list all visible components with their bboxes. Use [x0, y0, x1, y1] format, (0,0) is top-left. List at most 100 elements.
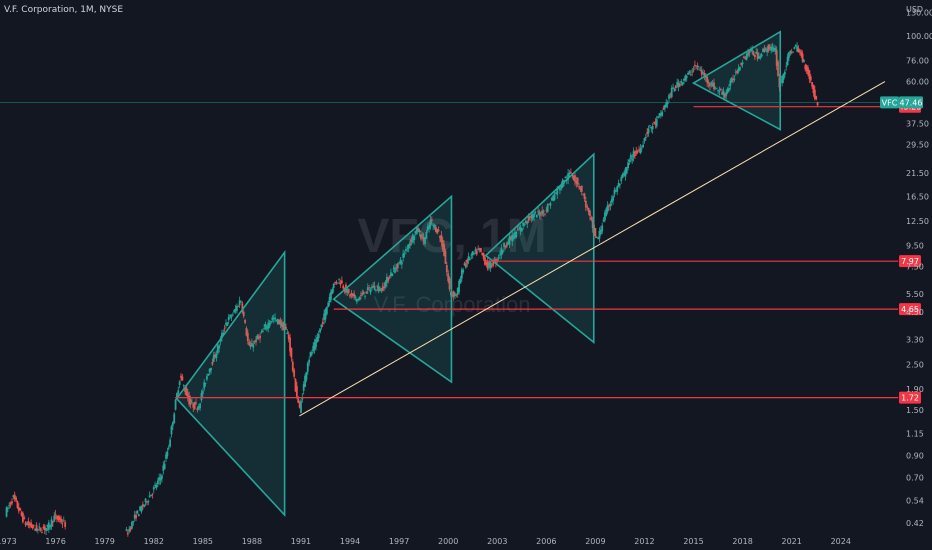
triangle-pattern-1[interactable] [175, 249, 286, 518]
level-tag-1 [899, 391, 921, 404]
candle-body [463, 263, 466, 266]
trend-line[interactable] [299, 81, 886, 417]
candle-body [732, 78, 734, 81]
candle-body [762, 48, 764, 53]
candle-body [614, 190, 617, 192]
candle-body [608, 206, 610, 207]
y-tick-label: 21.50 [906, 169, 929, 178]
candle-body [137, 514, 140, 517]
x-tick-label: 1994 [340, 537, 360, 546]
candle-body [499, 254, 501, 256]
candle-body [440, 235, 443, 243]
candle-body [388, 277, 391, 279]
candle-body [31, 525, 34, 529]
candle-body [375, 289, 377, 291]
candle-body [640, 147, 643, 149]
x-tick-label: 2015 [683, 537, 703, 546]
candle-body [294, 378, 297, 392]
candle-body [381, 286, 384, 291]
candle-body [522, 222, 525, 226]
candle-body [413, 236, 416, 241]
candle-body [169, 439, 172, 447]
triangle-pattern-2[interactable] [332, 194, 453, 384]
candle-body [612, 196, 615, 201]
candle-body [290, 348, 293, 358]
candle-body [61, 523, 64, 525]
candle-body [143, 504, 146, 507]
candle-body [546, 204, 549, 212]
candle-body [708, 83, 711, 87]
candle-body [152, 487, 155, 490]
candle-body [161, 475, 163, 479]
candle-body [594, 227, 597, 237]
candle-body [437, 230, 440, 232]
candle-body [339, 282, 342, 285]
candle-body [699, 69, 702, 71]
candle-body [777, 61, 779, 76]
candle-body [485, 262, 488, 265]
candle-body [196, 408, 199, 411]
candle-body [391, 273, 394, 276]
candle-body [801, 53, 804, 62]
level-tag-2 [899, 303, 921, 316]
y-tick-label: 0.90 [906, 451, 924, 460]
candle-body [225, 322, 227, 325]
candle-body [193, 402, 196, 409]
candle-body [572, 176, 575, 180]
candle-body [723, 93, 726, 98]
candle-body [538, 212, 541, 215]
candle-body [685, 75, 688, 78]
candle-body [11, 501, 13, 504]
candle-body [605, 208, 608, 216]
candle-body [410, 239, 413, 242]
y-tick-label: 100.00 [906, 32, 932, 41]
candle-body [782, 74, 785, 80]
candle-body [304, 375, 306, 387]
candle-body [212, 355, 215, 362]
candle-body [496, 259, 499, 261]
candle-body [447, 273, 450, 282]
candle-body [783, 71, 786, 75]
candle-body [420, 234, 422, 239]
candle-body [268, 322, 271, 327]
candle-body [456, 287, 459, 295]
candle-body [215, 353, 218, 359]
candle-body [684, 75, 687, 81]
candle-body [411, 234, 414, 243]
candle-body [402, 253, 405, 258]
triangle-pattern-4[interactable] [691, 30, 782, 131]
candle-body [429, 219, 432, 227]
candle-body [786, 56, 789, 66]
candle-body [497, 257, 500, 259]
candle-body [474, 249, 477, 252]
candle-body [629, 155, 632, 159]
candle-body [248, 341, 251, 346]
candle-body [319, 328, 321, 333]
candle-body [616, 186, 619, 192]
candle-body [518, 228, 520, 230]
candle-body [425, 231, 428, 239]
chart-title: V.F. Corporation, 1M, NYSE [4, 5, 123, 15]
candle-body [643, 138, 646, 142]
candle-body [687, 72, 689, 75]
candle-body [317, 334, 320, 339]
candle-body [185, 387, 188, 396]
candle-body [223, 328, 226, 330]
candle-body [560, 184, 563, 189]
candle-body [297, 398, 300, 403]
candle-body [599, 229, 602, 235]
candle-body [649, 125, 651, 127]
candle-body [475, 250, 478, 255]
candle-body [433, 225, 436, 228]
candle-body [674, 85, 677, 88]
candle-body [512, 235, 515, 239]
candle-body [376, 286, 379, 288]
candle-body [628, 159, 631, 162]
x-tick-label: 1976 [45, 537, 65, 546]
candle-body [702, 72, 704, 73]
candle-body [486, 261, 489, 269]
y-tick-label: 12.50 [906, 217, 929, 226]
candle-body [741, 62, 744, 65]
